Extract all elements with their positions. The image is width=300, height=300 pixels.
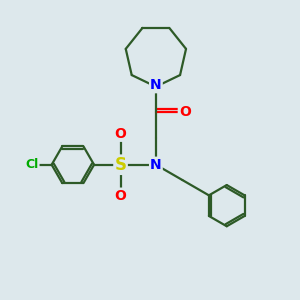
Text: Cl: Cl [25,158,39,171]
Text: O: O [179,105,191,119]
Text: S: S [115,156,127,174]
Text: O: O [114,127,126,141]
Text: O: O [114,189,126,202]
Text: N: N [150,158,162,172]
Text: N: N [150,78,162,92]
